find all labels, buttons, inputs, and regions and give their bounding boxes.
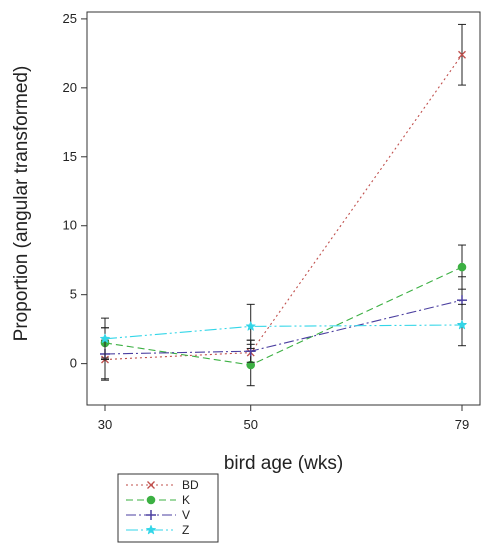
legend-marker [145,524,157,535]
x-tick-label: 79 [455,417,469,432]
legend-item-k: K [126,493,190,507]
x-tick-label: 30 [98,417,112,432]
y-tick-label: 0 [70,356,77,371]
y-axis-title: Proportion (angular transformed) [11,66,32,342]
legend-marker [146,495,156,505]
legend-label: Z [182,523,189,537]
plot-border [86,11,481,406]
data-point [458,50,466,59]
series-k [100,244,467,387]
y-tick-label: 20 [63,80,77,95]
series-v [100,276,467,381]
data-point [456,319,468,330]
data-point [245,320,257,331]
y-tick-label: 5 [70,287,77,302]
series-z [99,303,468,360]
plot-frame [86,11,481,406]
legend-label: V [182,508,190,522]
series-line [104,324,463,340]
y-axis: 0 5 10 15 20 25 [63,11,87,371]
legend-item-bd: BD [126,478,199,492]
legend-marker [146,510,156,520]
y-tick-label: 15 [63,149,77,164]
legend-label: K [182,493,190,507]
series-line [104,54,463,361]
data-point [99,333,111,344]
y-tick-label: 10 [63,218,77,233]
series-line [104,266,463,366]
x-axis-title: bird age (wks) [224,453,343,474]
data-point [457,262,467,272]
legend-item-v: V [126,508,190,522]
legend-marker [147,481,155,489]
x-tick-label: 50 [243,417,257,432]
series-line [104,299,463,355]
legend-label: BD [182,478,199,492]
series-layer [99,23,468,387]
x-axis: 30 50 79 [98,405,469,432]
y-tick-label: 25 [63,11,77,26]
legend-box [117,473,219,543]
data-point [457,295,467,306]
legend-item-z: Z [126,523,189,537]
